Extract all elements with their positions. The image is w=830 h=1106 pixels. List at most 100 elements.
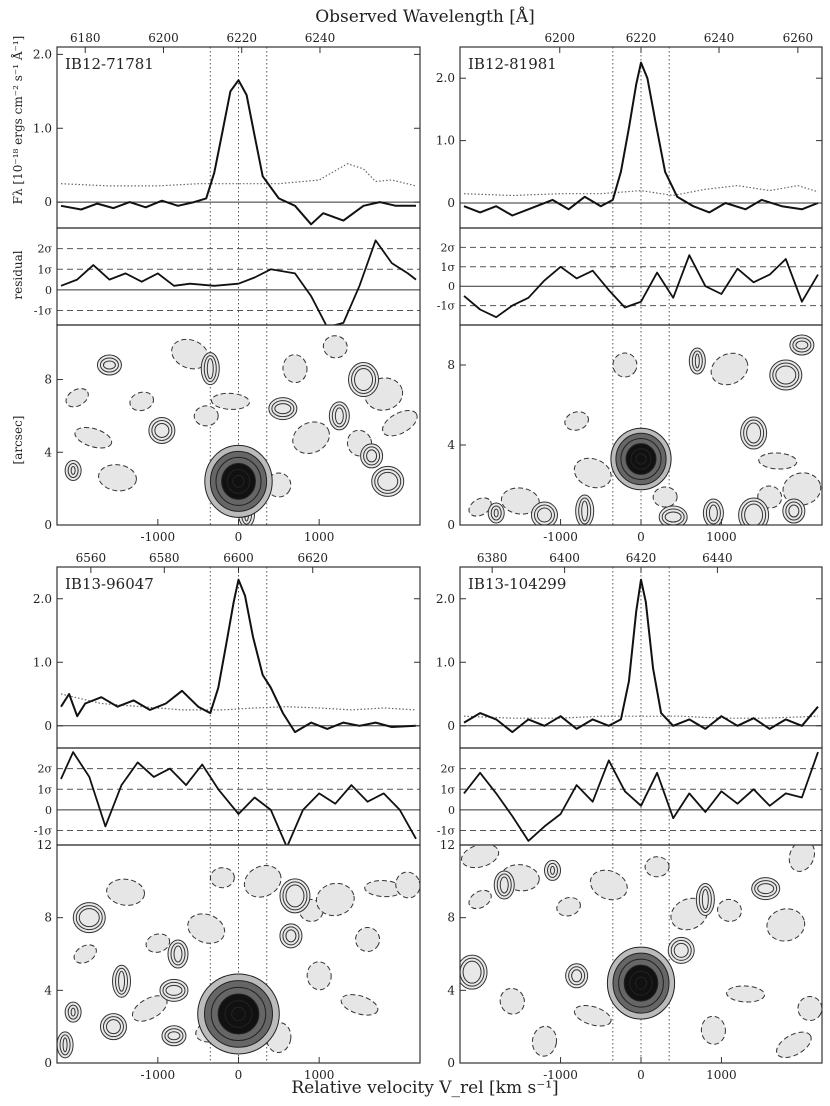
noise-contour <box>285 884 305 908</box>
negative-contour <box>564 411 589 431</box>
noise-contour <box>334 407 344 425</box>
noise-contour <box>708 504 718 522</box>
negative-contour <box>776 1031 812 1059</box>
flux-ytick-label: 1.0 <box>436 134 455 148</box>
negative-contour <box>243 865 282 898</box>
noise-contour <box>274 403 292 415</box>
noise-contour <box>738 497 770 525</box>
negative-contour <box>717 898 742 922</box>
noise-contour <box>377 471 399 491</box>
position-ytick-label: 4 <box>44 983 52 997</box>
noise-contour <box>59 1034 71 1056</box>
wavelength-tick-label: 6220 <box>226 31 257 45</box>
noise-contour <box>351 365 377 395</box>
panel-group: 0 1.0 2.0 6180 6200 6220 6240 IB12-71781 2σ 1σ 0 -1… <box>33 31 823 1082</box>
velocity-tick-label: 1000 <box>304 530 335 544</box>
negative-contour <box>98 464 137 492</box>
noise-contour <box>581 500 589 522</box>
position-frame <box>56 844 421 1064</box>
position-plot-area <box>64 335 418 525</box>
noise-contour <box>691 350 703 372</box>
bottom-axis-title: Relative velocity V_rel [km s⁻¹] <box>291 1078 558 1098</box>
position-ytick-label: 8 <box>447 911 455 925</box>
position-ytick-label: 8 <box>44 911 52 925</box>
negative-contour <box>758 452 798 470</box>
position-ytick-label: 12 <box>37 838 52 852</box>
residual-series <box>60 239 417 325</box>
noise-contour <box>740 416 768 450</box>
panel-ib12-71781: 0 1.0 2.0 6180 6200 6220 6240 IB12-71781 2σ 1σ 0 -1… <box>33 31 421 544</box>
residual-plot-area <box>60 751 417 845</box>
noise-contour <box>754 880 778 898</box>
velocity-tick-label: -1000 <box>543 530 578 544</box>
negative-contour <box>573 1005 612 1027</box>
wavelength-tick-label: 6580 <box>149 551 180 565</box>
residual-ytick-label: -1σ <box>34 825 53 838</box>
noise-contour <box>148 416 176 444</box>
noise-contour <box>571 969 583 983</box>
spectrum-series <box>463 61 819 217</box>
noise-contour <box>57 1031 74 1059</box>
noise-contour <box>496 873 512 897</box>
residual-ytick-label: 0 <box>45 284 52 297</box>
noise-contour <box>206 358 214 380</box>
noise-contour <box>530 501 558 525</box>
noise-contour <box>788 504 800 518</box>
negative-contour <box>710 352 749 386</box>
noise-contour <box>162 981 186 999</box>
noise-contour <box>282 881 308 911</box>
negative-contour <box>355 926 381 952</box>
noise-contour <box>785 501 803 521</box>
flux-ytick-label: 1.0 <box>33 655 52 669</box>
flux-ytick-label: 1.0 <box>436 655 455 669</box>
negative-contour <box>766 908 806 942</box>
position-plot-area <box>460 845 822 1059</box>
residual-ytick-label: 2σ <box>37 243 52 256</box>
wavelength-tick-label: 6220 <box>626 31 657 45</box>
panel-ib13-96047: 0 1.0 2.0 6560 6580 6600 6620 IB13-96047 2σ 1σ 0 -1… <box>33 551 421 1082</box>
position-ytick-label: 4 <box>447 983 455 997</box>
velocity-tick-label: 0 <box>637 1068 645 1082</box>
noise-contour <box>698 886 712 913</box>
flux-ytick-label: 2.0 <box>436 592 455 606</box>
velocity-tick-label: 1000 <box>706 530 737 544</box>
negative-contour <box>726 985 766 1003</box>
noise-contour <box>705 501 721 525</box>
flux-ytick-label: 0 <box>44 195 52 209</box>
flux-ytick-label: 0 <box>44 719 52 733</box>
flux-frame <box>56 46 421 229</box>
residual-ytick-label: 1σ <box>37 783 52 796</box>
flux-axis-title: Fλ [10⁻¹⁸ ergs cm⁻² s⁻¹ Å⁻¹] <box>10 36 25 205</box>
negative-contour <box>292 421 330 455</box>
wavelength-tick-label: 6240 <box>704 31 735 45</box>
emission-core-contour <box>635 453 647 465</box>
noise-contour <box>167 1031 181 1041</box>
spectrum-series <box>60 79 416 226</box>
noise-contour <box>366 449 378 463</box>
residual-ytick-label: 2σ <box>440 763 455 776</box>
negative-contour <box>468 497 492 517</box>
residual-ytick-label: 0 <box>448 804 455 817</box>
noise-contour <box>118 970 126 992</box>
negative-contour <box>589 869 628 901</box>
negative-contour <box>129 391 154 412</box>
sky-noise-series <box>463 184 819 197</box>
noise-contour <box>354 368 374 392</box>
flux-plot-area <box>463 578 819 734</box>
noise-contour <box>164 1028 184 1044</box>
noise-contour <box>769 359 803 391</box>
negative-contour <box>193 405 219 427</box>
residual-series <box>463 751 819 842</box>
noise-contour <box>743 419 765 447</box>
noise-contour <box>772 362 800 388</box>
noise-contour <box>203 355 217 383</box>
position-frame <box>56 324 421 526</box>
negative-contour <box>573 457 612 489</box>
noise-contour <box>757 883 775 895</box>
negative-contour <box>322 335 348 359</box>
negative-contour <box>652 486 678 508</box>
flux-ytick-label: 2.0 <box>33 47 52 61</box>
flux-ytick-label: 1.0 <box>33 121 52 135</box>
noise-contour <box>533 504 555 525</box>
